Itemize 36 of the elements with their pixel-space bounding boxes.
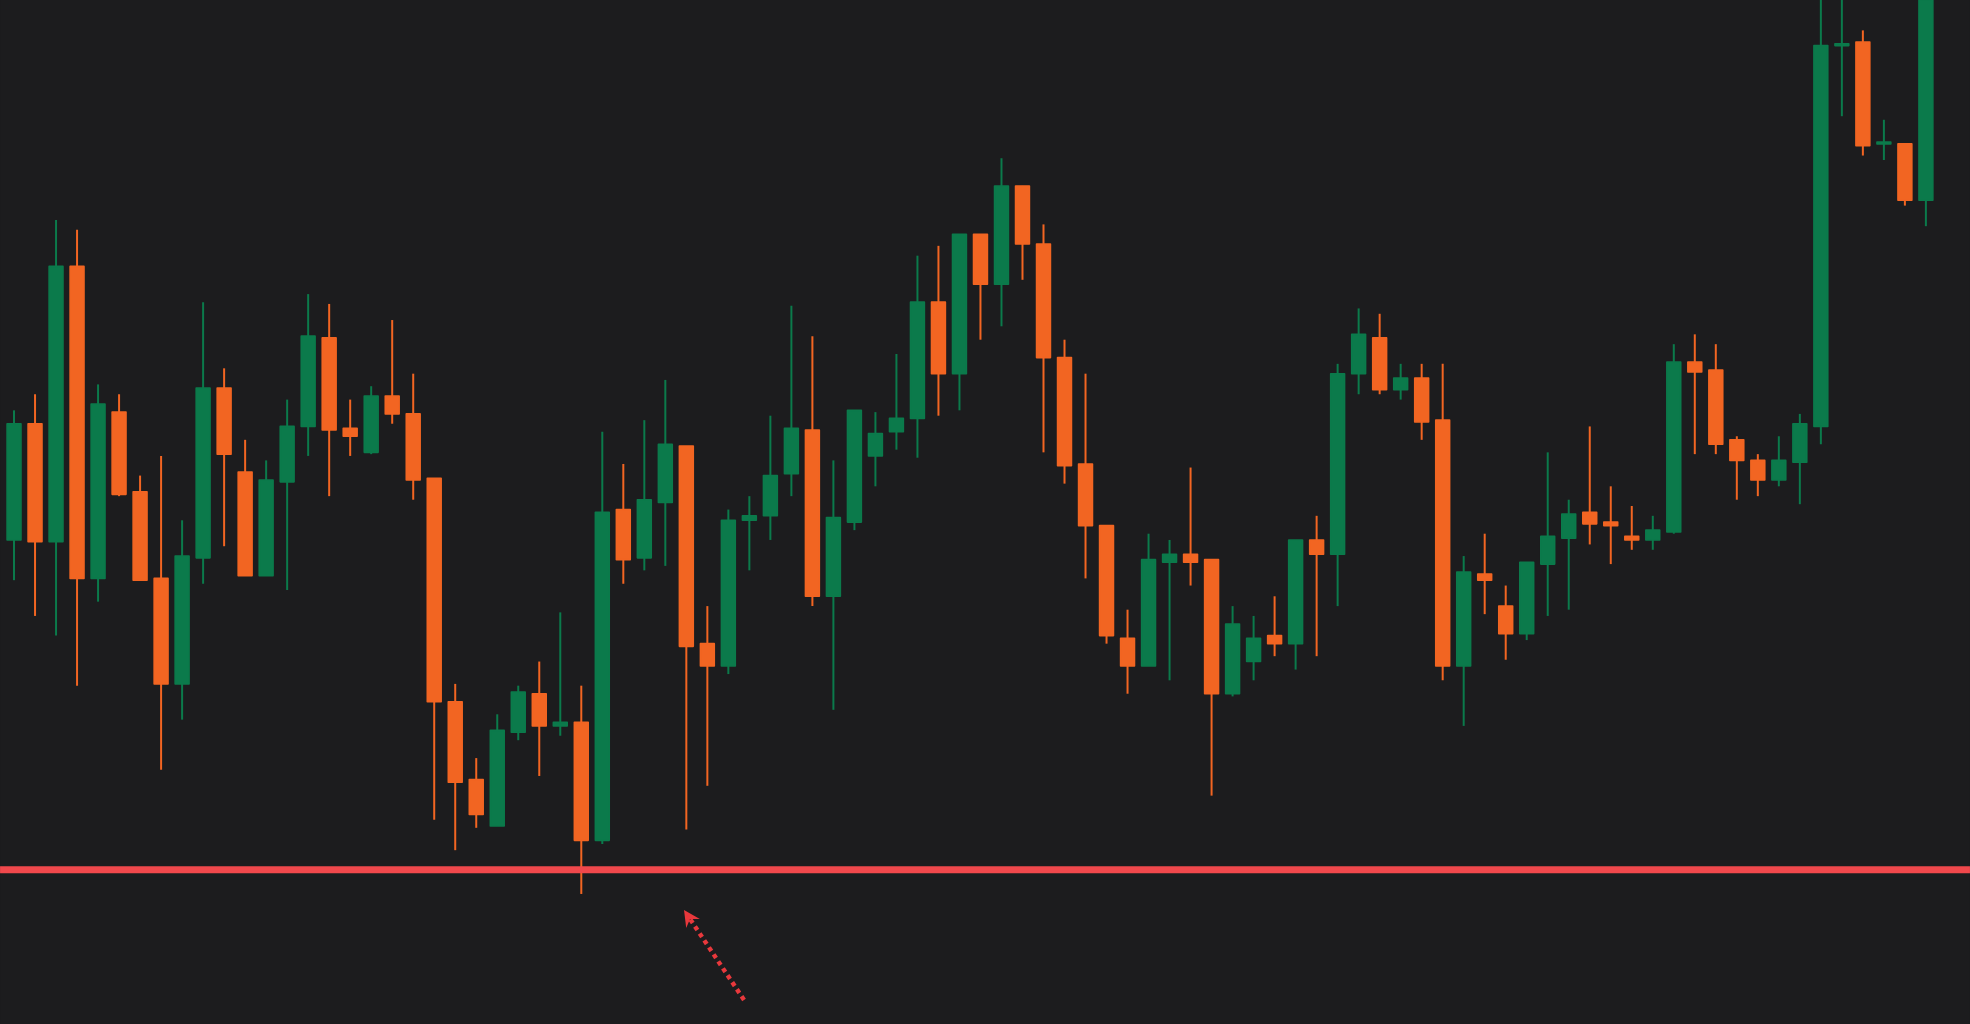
candlestick — [1603, 485, 1619, 566]
candlestick — [867, 411, 884, 488]
candlestick — [699, 605, 716, 787]
candlestick — [468, 757, 484, 829]
candlestick — [510, 684, 526, 742]
candlestick — [552, 611, 569, 737]
candlestick — [384, 319, 400, 425]
candlestick — [1834, 0, 1850, 118]
candlestick — [1729, 435, 1745, 501]
candlestick — [342, 398, 358, 457]
candlestick — [762, 414, 779, 541]
candlestick — [1561, 498, 1577, 611]
candlestick — [1582, 425, 1598, 546]
candlestick — [1687, 333, 1703, 456]
candlestick — [1792, 412, 1808, 506]
candlestick — [1540, 451, 1556, 617]
candlestick — [1392, 362, 1409, 401]
candlestick — [1876, 118, 1892, 162]
candlestick — [1119, 608, 1136, 695]
candlestick — [1308, 514, 1325, 658]
candlestick — [783, 304, 800, 498]
candlestick — [1645, 514, 1661, 551]
candlestick — [1413, 362, 1430, 441]
candlestick — [1750, 453, 1766, 498]
candlestick — [1476, 532, 1493, 616]
candlestick — [1161, 538, 1178, 682]
candlestick — [1245, 614, 1262, 682]
candlestick — [1624, 504, 1640, 551]
candlestick — [531, 660, 547, 777]
candlestick — [1182, 466, 1199, 587]
candlestick — [888, 353, 905, 451]
candlestick — [1771, 435, 1787, 488]
candlestick — [1350, 307, 1367, 396]
candlestick — [1497, 584, 1514, 661]
candlestick — [741, 495, 758, 572]
candlestick — [1266, 595, 1283, 658]
